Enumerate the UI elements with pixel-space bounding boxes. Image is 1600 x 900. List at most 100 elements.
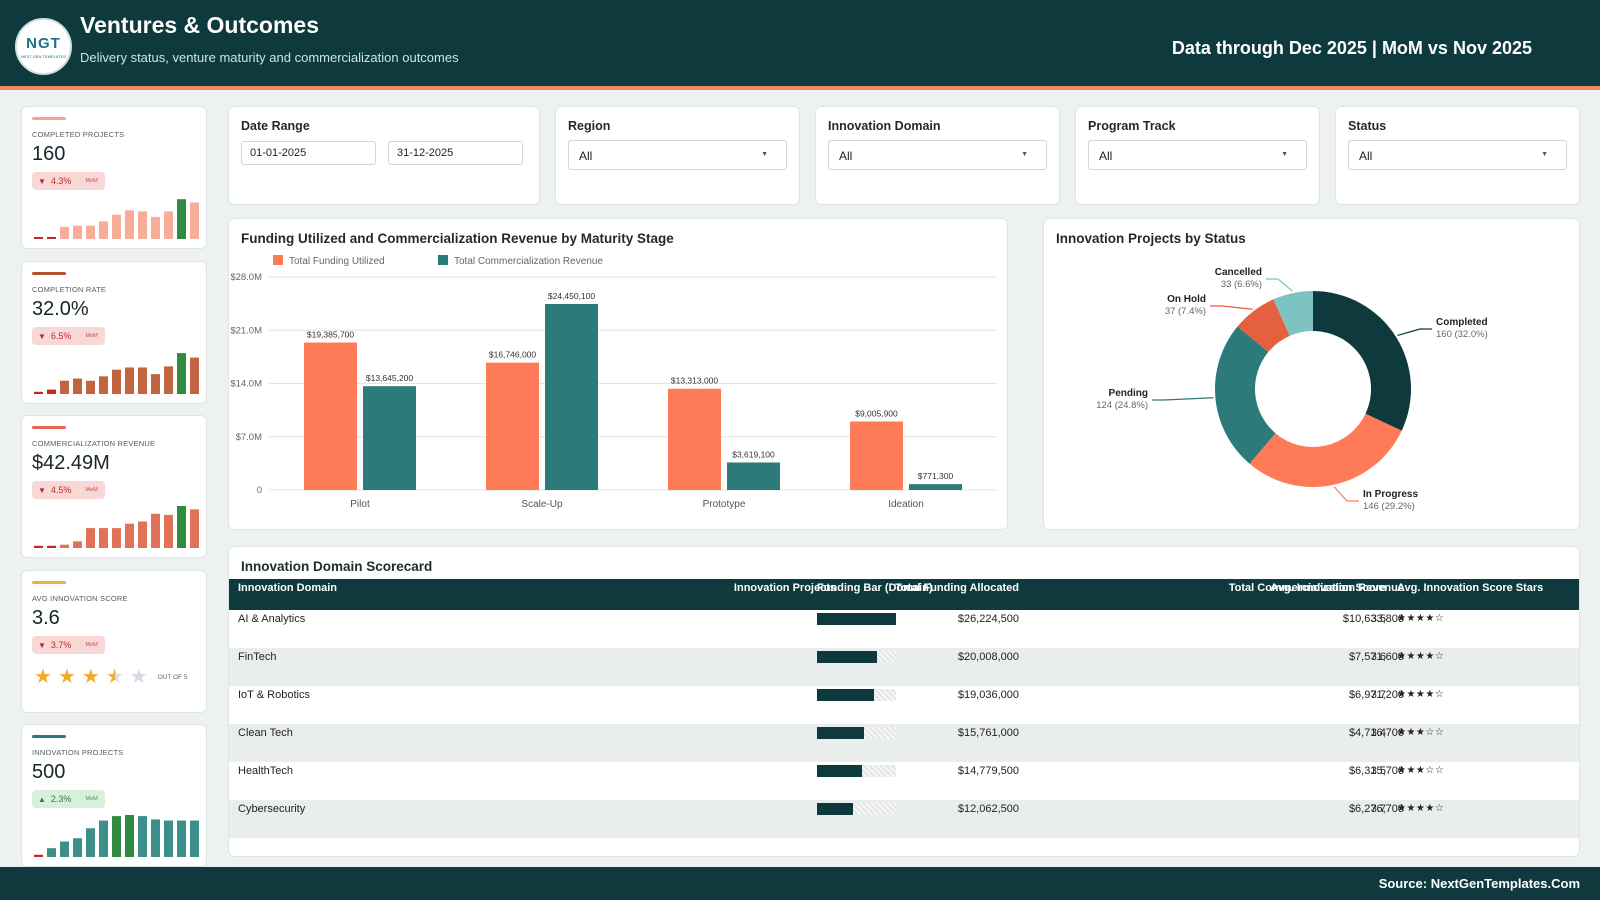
cell-score: 3.7	[1370, 689, 1386, 701]
spark-bar	[99, 376, 108, 394]
cell-funding-bar	[817, 689, 896, 701]
bar-data-label: $13,313,000	[671, 376, 719, 386]
start-date-input[interactable]: 01-01-2025	[241, 141, 376, 165]
kpi-mom: MoM	[85, 178, 98, 184]
bar-data-label: $16,746,000	[489, 350, 537, 360]
bar-funding[interactable]	[486, 362, 539, 490]
kpi-value: 160	[32, 143, 66, 165]
donut-slice-on-hold[interactable]	[1237, 299, 1290, 353]
cell-funding-bar	[817, 651, 896, 663]
donut-value-label: 146 (29.2%)	[1363, 501, 1415, 512]
kpi-accent	[32, 735, 66, 738]
page-title: Ventures & Outcomes	[80, 12, 320, 38]
donut-slice-pending[interactable]	[1215, 326, 1276, 464]
arrow-down-icon: ▼	[38, 485, 46, 495]
bar-revenue[interactable]	[363, 386, 416, 490]
chevron-down-icon: ▼	[1541, 151, 1548, 158]
filter-label: Status	[1348, 119, 1387, 133]
col-header-funding-bar[interactable]: Funding Bar (Domain)	[817, 582, 933, 594]
col-header-domain[interactable]: Innovation Domain	[238, 582, 337, 594]
funding-revenue-bar-chart: Total Funding Utilized Total Commercializ…	[230, 255, 997, 510]
donut-value-label: 37 (7.4%)	[1165, 306, 1206, 317]
table-row[interactable]: HealthTech73$14,779,500$6,315,7003.5★★★☆…	[229, 762, 1579, 800]
spark-bar	[125, 523, 134, 548]
spark-bar	[112, 369, 121, 394]
cell-domain: AI & Analytics	[238, 613, 306, 625]
col-header-revenue[interactable]: Total Commercialization Revenue	[1228, 582, 1404, 594]
score-stars: ★ ★ ★ ★ ★ OUT OF 5	[34, 667, 188, 687]
funding-bar-fill	[817, 727, 865, 739]
kpi-accent	[32, 117, 66, 120]
donut-value-label: 160 (32.0%)	[1436, 329, 1488, 340]
spark-bar	[60, 841, 69, 857]
filter-date-range: Date Range 01-01-2025 31-12-2025	[228, 106, 540, 205]
select-value: All	[1359, 149, 1373, 163]
status-select[interactable]: All ▼	[1348, 140, 1567, 170]
col-header-projects[interactable]: Innovation Projects	[733, 582, 836, 594]
cell-score-stars: ★★★★☆	[1397, 803, 1445, 814]
legend-label: Total Funding Utilized	[289, 256, 385, 267]
logo-subtext: NEXT GEN TEMPLATES	[21, 53, 66, 59]
donut-slice-in-progress[interactable]	[1249, 413, 1402, 487]
y-tick-label: $14.0M	[230, 379, 262, 390]
kpi-change-badge: ▼ 4.3% MoM	[32, 172, 105, 190]
domain-select[interactable]: All ▼	[828, 140, 1047, 170]
donut-label: In Progress	[1363, 489, 1418, 500]
kpi-sparkline	[34, 815, 199, 857]
bar-funding[interactable]	[668, 388, 721, 490]
cell-domain: Cybersecurity	[238, 803, 306, 815]
col-header-funding[interactable]: Total Funding Allocated	[894, 582, 1019, 594]
funding-bar-fill	[817, 689, 875, 701]
spark-bar	[47, 848, 56, 857]
bar-revenue[interactable]	[909, 484, 962, 490]
spark-bar	[151, 216, 160, 239]
donut-leader-line	[1210, 305, 1253, 310]
spark-bar	[73, 838, 82, 857]
cell-funding-bar	[817, 613, 896, 625]
cell-revenue: $6,276,700	[1348, 803, 1404, 815]
bar-funding[interactable]	[304, 342, 357, 490]
kpi-sparkline	[34, 506, 199, 548]
spark-bar	[86, 225, 95, 239]
region-select[interactable]: All ▼	[568, 140, 787, 170]
filter-innovation-domain: Innovation Domain All ▼	[815, 106, 1060, 205]
table-row[interactable]: Cybersecurity53$12,062,500$6,276,7003.7★…	[229, 800, 1579, 838]
kpi-change: 6.5%	[50, 331, 72, 341]
bar-revenue[interactable]	[727, 462, 780, 490]
footer: Source: NextGenTemplates.Com	[0, 867, 1600, 900]
col-header-stars[interactable]: Avg. Innovation Score Stars	[1397, 582, 1544, 594]
y-tick-label: $28.0M	[230, 272, 262, 283]
arrow-down-icon: ▼	[38, 176, 46, 186]
spark-bar	[138, 367, 147, 394]
table-row[interactable]: Clean Tech70$15,761,000$4,716,7003.4★★★☆…	[229, 724, 1579, 762]
bar-revenue[interactable]	[545, 304, 598, 490]
bar-funding[interactable]	[850, 421, 903, 490]
spark-bar	[60, 226, 69, 239]
donut-label: On Hold	[1167, 294, 1206, 305]
cell-funding: $12,062,500	[957, 803, 1019, 815]
col-header-score[interactable]: Avg. Innovation Score	[1270, 582, 1386, 594]
table-row[interactable]: AI & Analytics117$26,224,500$10,633,8003…	[229, 610, 1579, 648]
spark-bar	[34, 237, 43, 239]
spark-bar	[177, 353, 186, 394]
spark-bar	[164, 514, 173, 548]
spark-bar	[112, 816, 121, 857]
table-row[interactable]: IoT & Robotics93$19,036,000$6,971,2003.7…	[229, 686, 1579, 724]
spark-bar	[86, 528, 95, 548]
kpi-value: 3.6	[32, 607, 60, 629]
y-tick-label: $21.0M	[230, 325, 262, 336]
cell-revenue: $6,971,200	[1348, 689, 1404, 701]
kpi-card-innovation-projects: INNOVATION PROJECTS 500 ▲ 2.3% MoM	[21, 724, 207, 867]
header: NGT NEXT GEN TEMPLATES Ventures & Outcom…	[0, 0, 1600, 90]
donut-slice-cancelled[interactable]	[1273, 291, 1313, 336]
end-date-input[interactable]: 31-12-2025	[388, 141, 523, 165]
donut-slice-completed[interactable]	[1313, 291, 1411, 431]
track-select[interactable]: All ▼	[1088, 140, 1307, 170]
filter-label: Date Range	[241, 119, 310, 133]
bar-data-label: $3,619,100	[732, 449, 775, 459]
cell-score: 3.6	[1370, 651, 1386, 663]
brand-logo: NGT NEXT GEN TEMPLATES	[15, 18, 72, 75]
cell-domain: FinTech	[238, 651, 277, 663]
x-tick-label: Pilot	[350, 499, 370, 510]
